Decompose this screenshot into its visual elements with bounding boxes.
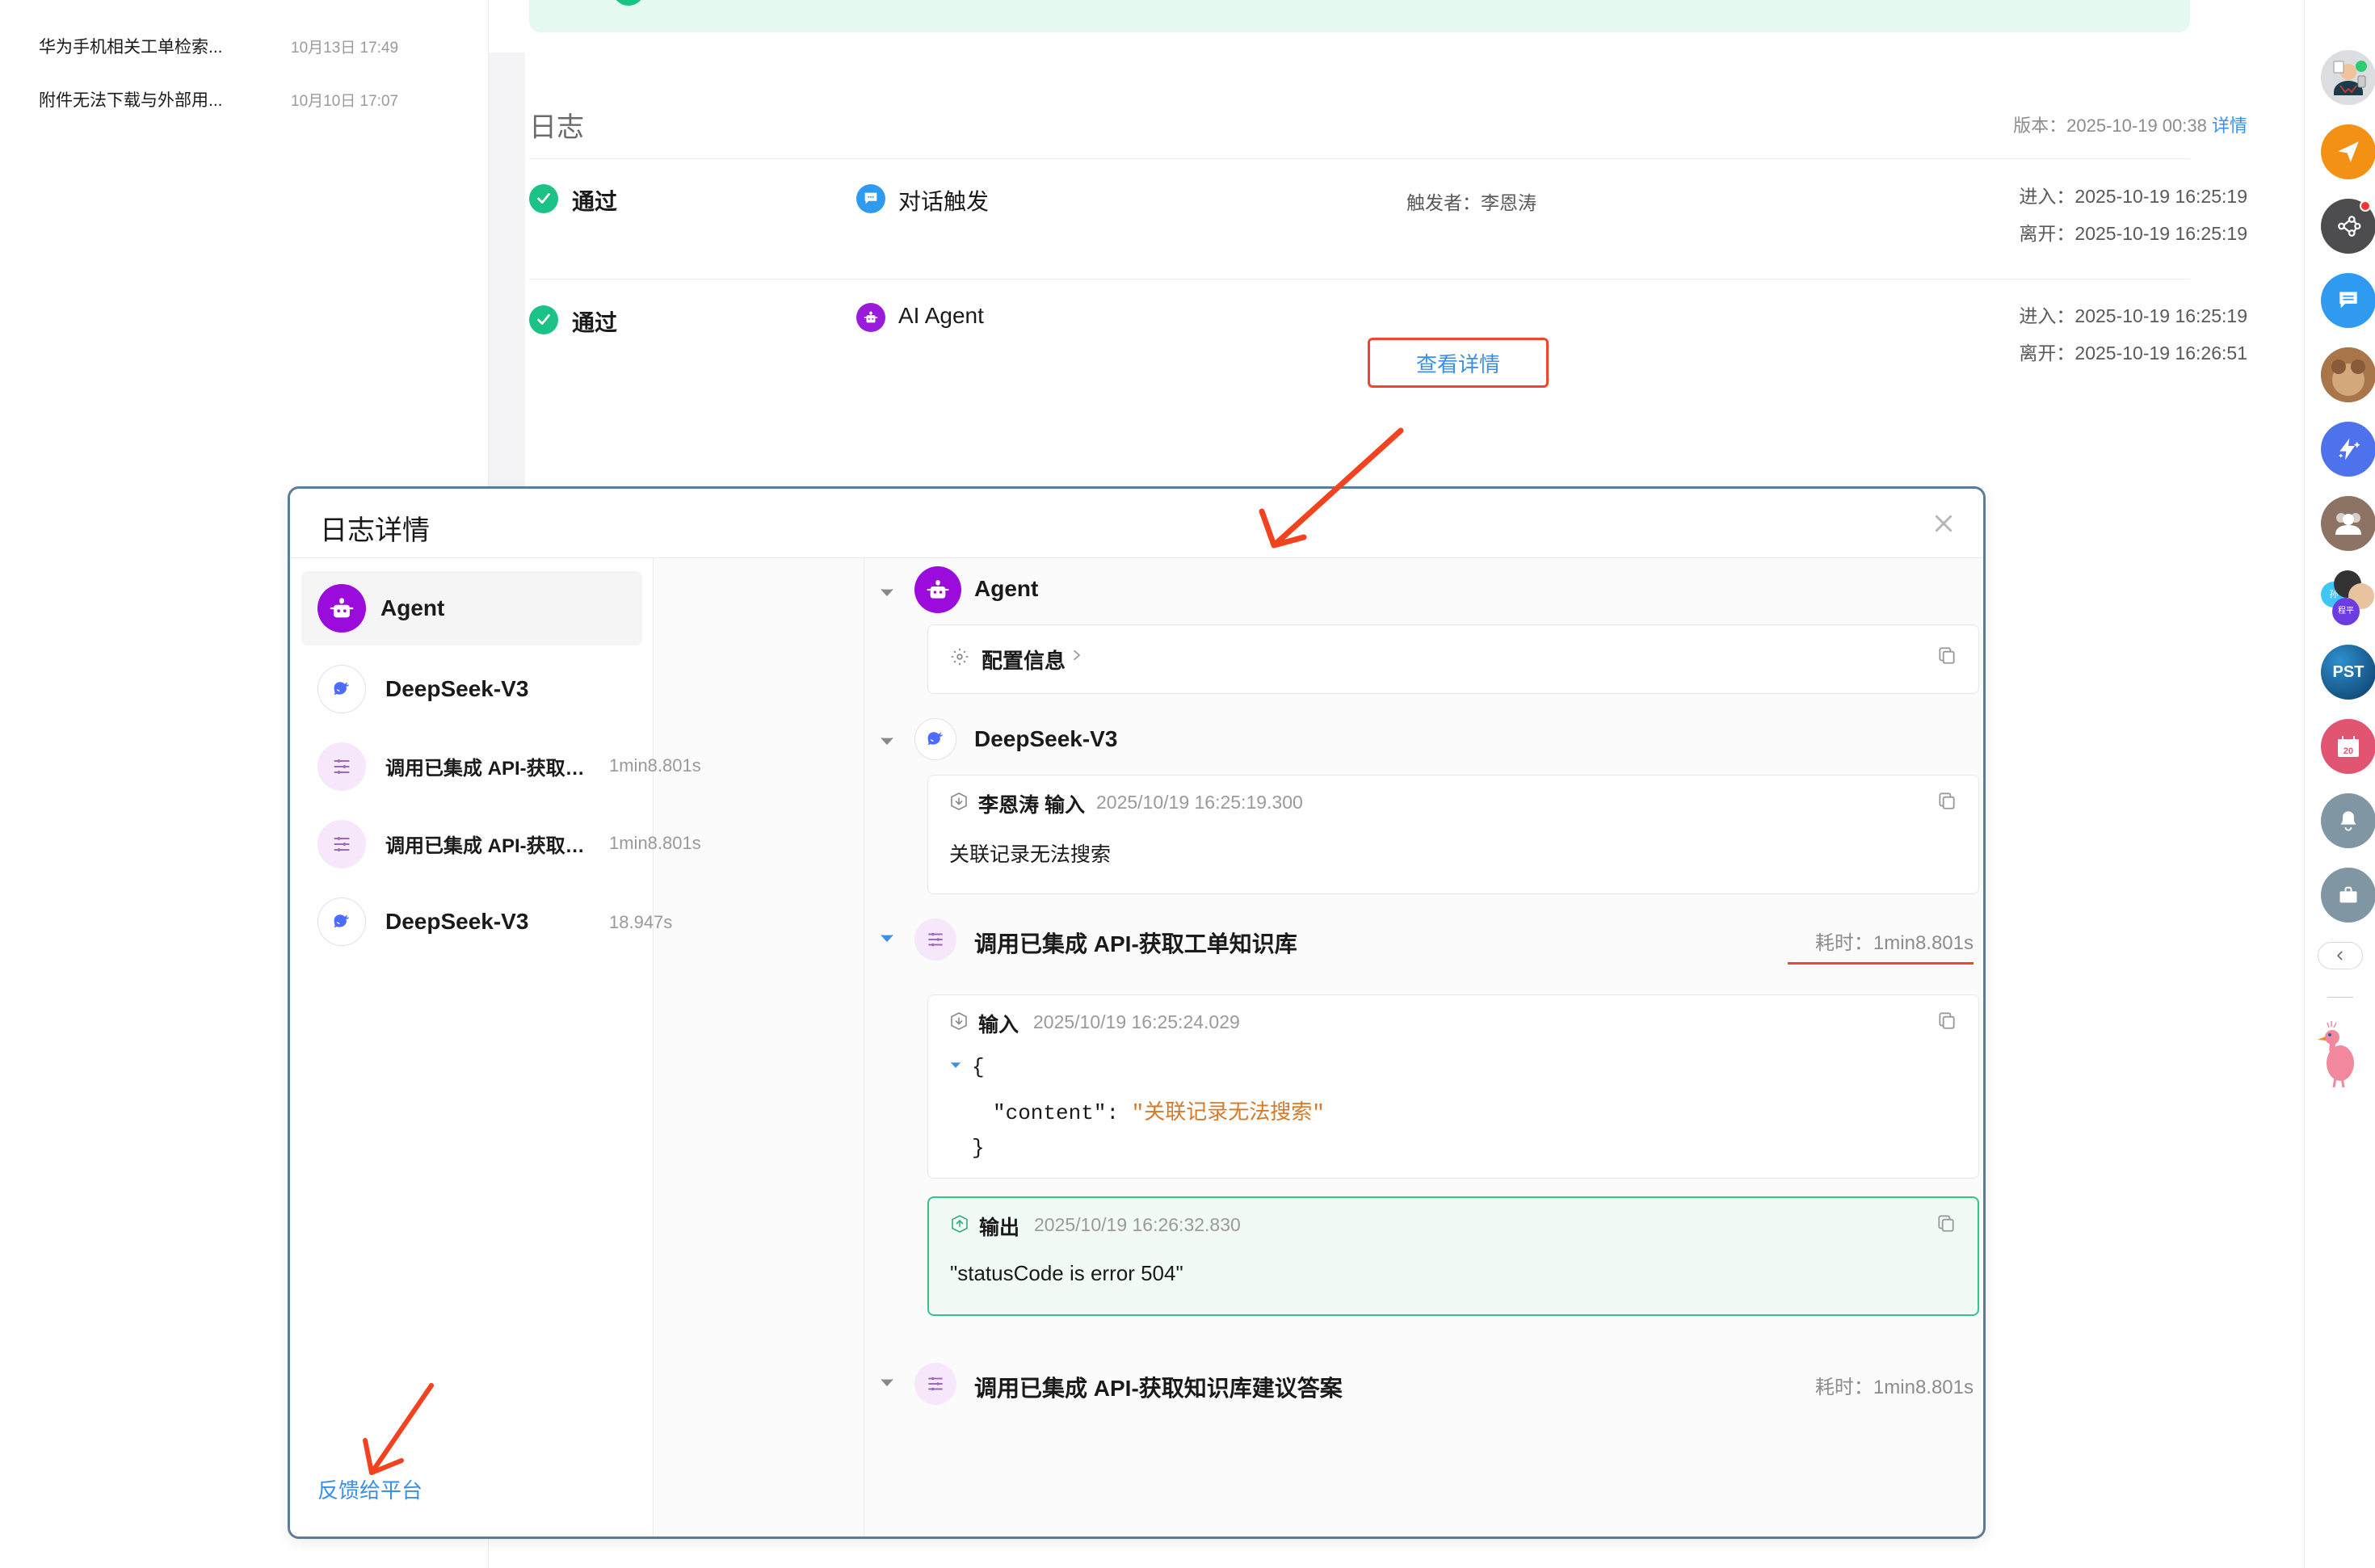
- svg-text:20: 20: [2343, 746, 2353, 756]
